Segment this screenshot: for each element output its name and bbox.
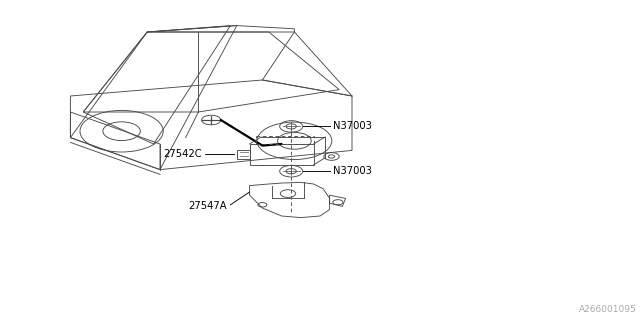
Text: A266001095: A266001095 [579,305,637,314]
Text: 27547A: 27547A [189,201,227,212]
Text: 27542C: 27542C [163,149,202,159]
Text: N37003: N37003 [333,166,372,176]
Text: N37003: N37003 [333,121,372,132]
